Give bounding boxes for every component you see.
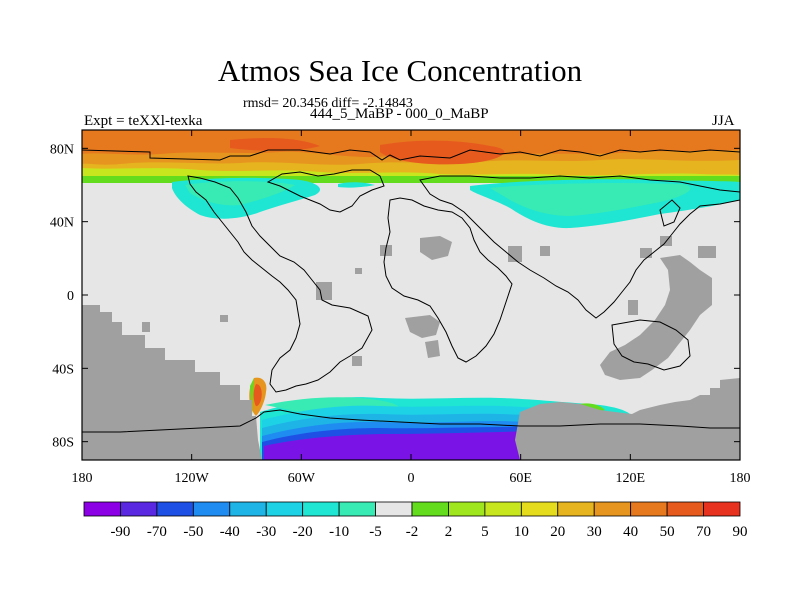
north-atlantic-eurasia-negative bbox=[338, 179, 740, 229]
colorbar-swatch bbox=[411, 501, 449, 517]
x-tick-label: 180 bbox=[730, 471, 751, 486]
colorbar-swatch bbox=[630, 501, 668, 517]
colorbar-label: 20 bbox=[550, 524, 565, 540]
colorbar-label: 5 bbox=[481, 524, 489, 540]
stats-subtitle: rmsd= 20.3456 diff= -2.14843 bbox=[243, 96, 413, 111]
colorbar-label: -5 bbox=[369, 524, 382, 540]
x-tick-label: 120W bbox=[175, 471, 210, 486]
map-field bbox=[82, 130, 740, 460]
x-tick-label: 180 bbox=[72, 471, 93, 486]
colorbar-label: 10 bbox=[514, 524, 529, 540]
experiment-label: Expt = teXXl-texka bbox=[84, 113, 203, 129]
season-label: JJA bbox=[712, 113, 735, 129]
colorbar-swatch bbox=[484, 501, 522, 517]
y-tick-label: 40N bbox=[50, 216, 74, 231]
y-tick-label: 0 bbox=[67, 289, 74, 304]
colorbar-label: -2 bbox=[406, 524, 419, 540]
colorbar-label: 50 bbox=[660, 524, 675, 540]
colorbar-swatch bbox=[557, 501, 595, 517]
colorbar-swatch bbox=[229, 501, 267, 517]
colorbar-swatch bbox=[338, 501, 376, 517]
colorbar-swatch bbox=[265, 501, 304, 517]
colorbar-label: -50 bbox=[183, 524, 203, 540]
y-tick-label: 80S bbox=[52, 436, 74, 451]
colorbar-swatch bbox=[448, 501, 486, 517]
colorbar-label: 70 bbox=[696, 524, 711, 540]
colorbar-swatch bbox=[520, 501, 559, 517]
axis-ticks bbox=[81, 130, 741, 460]
colorbar-label: -40 bbox=[220, 524, 240, 540]
arctic-positive-band bbox=[82, 130, 740, 188]
x-tick-label: 120E bbox=[616, 471, 646, 486]
y-tick-label: 40S bbox=[52, 362, 74, 377]
comparison-subtitle: 444_5_MaBP - 000_0_MaBP bbox=[310, 106, 489, 122]
colorbar-label: 2 bbox=[445, 524, 453, 540]
colorbar-label: -70 bbox=[147, 524, 167, 540]
x-tick-label: 60W bbox=[288, 471, 316, 486]
colorbar-swatch bbox=[120, 501, 158, 517]
colorbar-swatch bbox=[192, 501, 231, 517]
colorbar-label: -90 bbox=[110, 524, 130, 540]
colorbar-swatch bbox=[302, 501, 340, 517]
land-mask bbox=[82, 236, 740, 460]
colorbar-label: 30 bbox=[587, 524, 602, 540]
colorbar-label: -10 bbox=[329, 524, 349, 540]
colorbar-label: -30 bbox=[256, 524, 276, 540]
x-tick-label: 0 bbox=[408, 471, 415, 486]
colorbar-swatch bbox=[83, 501, 121, 517]
colorbar-label: 40 bbox=[623, 524, 638, 540]
plot-title: Atmos Sea Ice Concentration bbox=[217, 53, 583, 88]
colorbar bbox=[83, 501, 741, 517]
coastlines bbox=[82, 149, 740, 433]
colorbar-swatch bbox=[666, 501, 704, 517]
colorbar-swatch bbox=[375, 501, 413, 517]
x-tick-label: 60E bbox=[509, 471, 532, 486]
colorbar-swatch bbox=[703, 501, 741, 517]
colorbar-labels: -90 -70 -50 -40 -30 -20 -10 -5 -2 2 5 10 20 30 40 50 70 9… bbox=[110, 524, 747, 540]
colorbar-swatch bbox=[593, 501, 632, 517]
colorbar-label: 90 bbox=[733, 524, 748, 540]
y-tick-label: 80N bbox=[50, 142, 74, 157]
colorbar-swatch bbox=[156, 501, 194, 517]
axis-labels: 180 120W 60W 0 60E 120E 180 80N 40N 0 40S 80S bbox=[50, 142, 751, 486]
colorbar-label: -20 bbox=[293, 524, 313, 540]
